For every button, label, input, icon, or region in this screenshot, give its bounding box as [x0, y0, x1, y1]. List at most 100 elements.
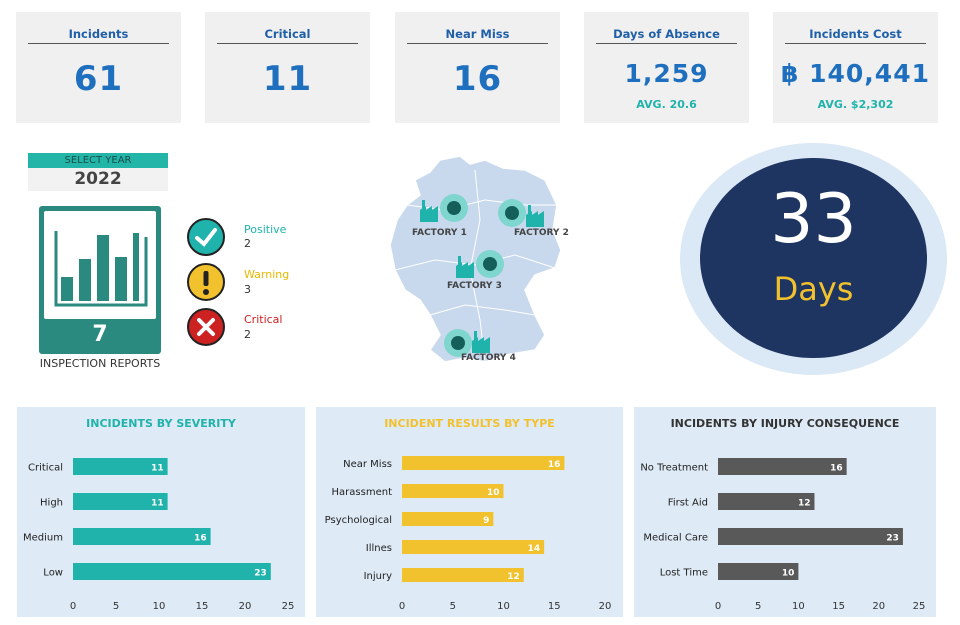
bar-chart-icon [54, 231, 148, 307]
category-label: Harassment [332, 487, 393, 498]
chart-incident-results-by-type: INCIDENT RESULTS BY TYPE Near Miss 16 Hara… [316, 407, 623, 617]
factory-2-marker-icon[interactable] [496, 197, 556, 231]
data-label: 10 [782, 569, 795, 579]
x-tick-label: 20 [599, 601, 612, 612]
category-label: Medium [23, 533, 63, 544]
category-label: First Aid [668, 498, 708, 509]
kpi-average: AVG. $2,302 [817, 98, 894, 111]
factory-3-marker-icon[interactable] [454, 248, 514, 282]
cross-icon [187, 308, 225, 346]
inspection-count: 7 [92, 322, 108, 347]
factory-3-label: FACTORY 3 [447, 281, 502, 291]
data-label: 10 [487, 488, 500, 498]
category-label: Medical Care [643, 533, 708, 544]
status-positive-label: Positive [244, 223, 287, 236]
chart-svg: No Treatment 16 First Aid 12 Medical Care 23 L… [640, 458, 926, 612]
kpi-title: Near Miss [407, 27, 548, 44]
x-tick-label: 15 [832, 601, 845, 612]
x-tick-label: 20 [872, 601, 885, 612]
chart-title: INCIDENTS BY SEVERITY [86, 417, 236, 430]
data-label: 16 [548, 460, 561, 470]
kpi-value: 16 [452, 59, 503, 99]
year-selector[interactable]: 2022 [28, 168, 168, 191]
x-tick-label: 15 [548, 601, 561, 612]
data-label: 12 [507, 572, 520, 582]
bar [402, 540, 545, 554]
data-label: 16 [194, 534, 207, 544]
kpi-title: Days of Absence [596, 27, 737, 44]
status-critical-count: 2 [244, 328, 251, 341]
chart-incidents-by-severity: INCIDENTS BY SEVERITY Critical 11 High 11 Me… [17, 407, 305, 617]
category-label: Near Miss [343, 459, 392, 470]
x-tick-label: 5 [113, 601, 119, 612]
kpi-title: Incidents Cost [785, 27, 926, 44]
factory-2-label: FACTORY 2 [514, 228, 569, 238]
factory-4-marker-icon[interactable] [442, 327, 502, 361]
kpi-card-incidents: Incidents 61 [16, 12, 181, 123]
days-label: Days [773, 270, 854, 308]
data-label: 23 [254, 569, 267, 579]
chart-title: INCIDENTS BY INJURY CONSEQUENCE [670, 417, 900, 430]
bar [718, 458, 847, 475]
bar [402, 456, 565, 470]
bar [73, 458, 168, 475]
status-critical-label: Critical [244, 313, 283, 326]
x-tick-label: 25 [282, 601, 295, 612]
chart-svg: Near Miss 16 Harassment 10 Psychological 9 Ill… [325, 456, 612, 612]
bar [73, 493, 168, 510]
warning-icon [187, 263, 225, 301]
x-tick-label: 15 [196, 601, 209, 612]
status-positive-count: 2 [244, 237, 251, 250]
x-tick-label: 25 [913, 601, 926, 612]
kpi-card-incidents-cost: Incidents Cost ฿ 140,441 AVG. $2,302 [773, 12, 938, 123]
x-tick-label: 5 [755, 601, 761, 612]
category-label: Critical [28, 463, 63, 474]
data-label: 11 [151, 464, 164, 474]
data-label: 9 [483, 516, 489, 526]
kpi-average: AVG. 20.6 [636, 98, 697, 111]
kpi-card-days-of-absence: Days of Absence 1,259 AVG. 20.6 [584, 12, 749, 123]
category-label: Injury [364, 571, 393, 582]
status-warning-label: Warning [244, 268, 290, 281]
factory-4-label: FACTORY 4 [461, 353, 516, 363]
x-tick-label: 10 [153, 601, 166, 612]
bar [402, 512, 494, 526]
kpi-value: 1,259 [624, 59, 709, 88]
x-tick-label: 5 [450, 601, 456, 612]
inspection-label: INSPECTION REPORTS [39, 357, 161, 370]
bar [73, 528, 211, 545]
days-circle [700, 158, 927, 358]
category-label: Psychological [325, 515, 392, 526]
bar-chart-icon-frame [44, 211, 156, 319]
category-label: No Treatment [640, 463, 708, 474]
bar [73, 563, 271, 580]
x-tick-label: 0 [399, 601, 405, 612]
days-value: 33 [770, 180, 857, 259]
category-label: Lost Time [660, 568, 708, 579]
kpi-card-critical: Critical 11 [205, 12, 370, 123]
category-label: High [40, 498, 63, 509]
chart-title: INCIDENT RESULTS BY TYPE [384, 417, 555, 430]
data-label: 12 [798, 499, 811, 509]
x-tick-label: 20 [239, 601, 252, 612]
category-label: Illnes [366, 543, 392, 554]
inspection-card: 7 [39, 206, 161, 354]
x-tick-label: 0 [70, 601, 76, 612]
data-label: 16 [830, 464, 843, 474]
chart-svg: Critical 11 High 11 Medium 16 Low 23 0 5 10 15 20 25 [23, 458, 295, 612]
kpi-value: 11 [262, 59, 313, 99]
factory-1-label: FACTORY 1 [412, 228, 467, 238]
kpi-value: 61 [73, 59, 124, 99]
kpi-title: Incidents [28, 27, 169, 44]
x-tick-label: 10 [792, 601, 805, 612]
chart-incidents-by-injury-consequence: INCIDENTS BY INJURY CONSEQUENCE No Treat… [634, 407, 936, 617]
data-label: 11 [151, 499, 164, 509]
bar [402, 568, 524, 582]
bar [718, 528, 903, 545]
factory-1-marker-icon[interactable] [410, 192, 470, 226]
status-warning-count: 3 [244, 283, 251, 296]
bar [718, 563, 799, 580]
select-year-label: SELECT YEAR [28, 153, 168, 168]
x-tick-label: 10 [497, 601, 510, 612]
x-tick-label: 0 [715, 601, 721, 612]
